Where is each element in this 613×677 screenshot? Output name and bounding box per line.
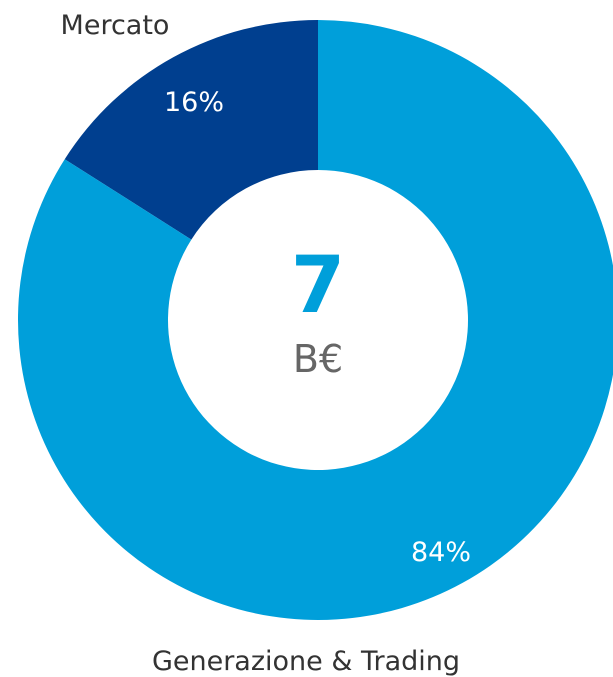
donut-slices <box>18 20 613 620</box>
slice-category-label-generazione-trading: Generazione & Trading <box>152 646 460 677</box>
donut-slice-generazione-trading <box>18 20 613 620</box>
center-value: 7 <box>291 241 345 331</box>
donut-slice-mercato <box>64 20 318 240</box>
center-unit: B€ <box>293 337 343 381</box>
slice-value-label-generazione-trading: 84% <box>411 537 471 568</box>
slice-value-label-mercato: 16% <box>164 87 224 118</box>
slice-category-label-mercato: Mercato <box>61 10 170 41</box>
